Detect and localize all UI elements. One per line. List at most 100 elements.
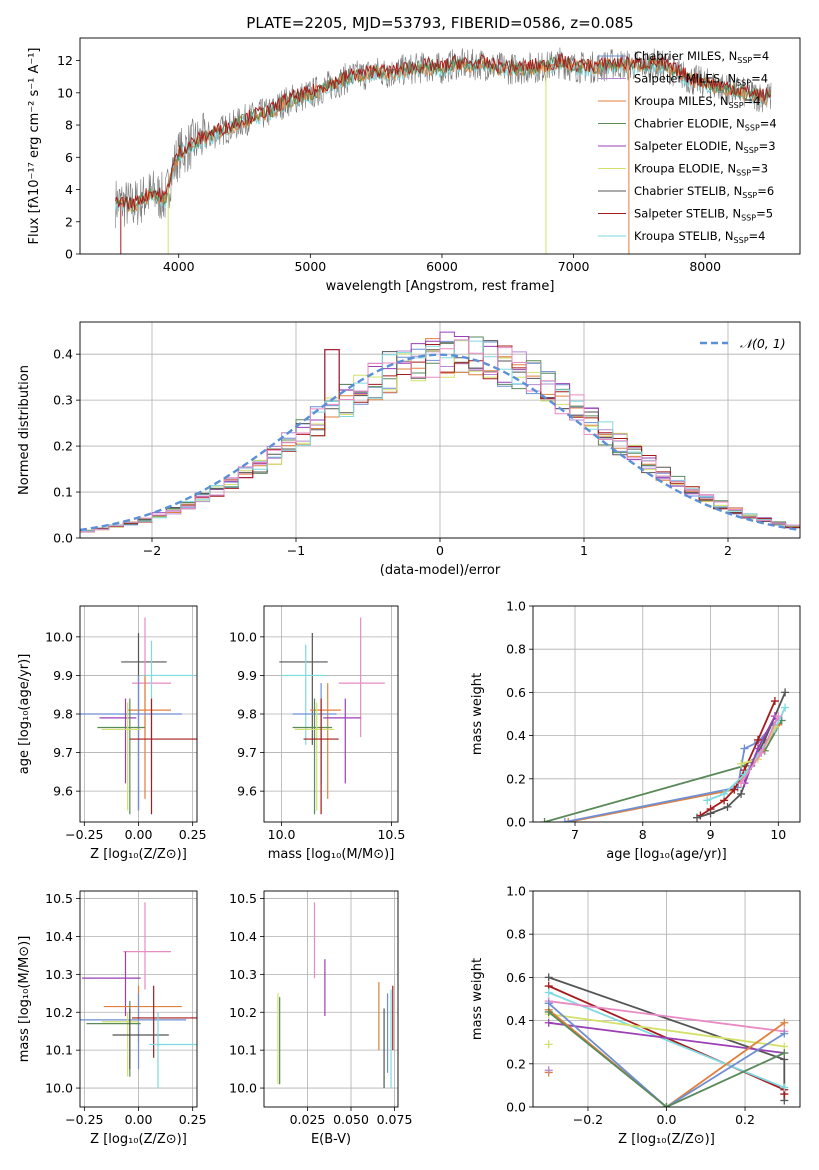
panel-spectrum: 4000 5000 6000 7000 8000 0 2 4 6 8 10 12 wavelength … [27,37,801,294]
plot-area [80,617,197,815]
marker [544,1066,553,1075]
x-tick-label: 0.00 [125,827,153,842]
marker [781,703,790,712]
y-tick-label: 10.3 [45,967,73,982]
marker [781,688,790,697]
y-axis-label: mass weight [470,958,485,1040]
series-chabrier_elodie [548,1011,785,1107]
y-tick-label: 0.8 [506,642,526,657]
grid [264,606,398,822]
marker [662,1103,671,1107]
series-salpeter_elodie [548,1021,785,1054]
marker [544,1040,553,1049]
x-tick-label: 7000 [558,259,590,274]
marker [723,802,732,811]
y-tick-label: 2 [65,214,73,229]
legend-label: Salpeter MILES, NSSP=4 [634,72,768,88]
x-tick-label: −0.2 [573,1112,603,1127]
plots-layer: 4000 5000 6000 7000 8000024681012wavelength … [17,37,801,1147]
marker [737,779,746,788]
y-tick-label: 0.0 [53,531,73,546]
panel-mass_vs_z: −0.25 0.00 0.25 10.0 10.1 10.2 10.3 10.4 10.5 Z [… [17,890,207,1147]
spectrum-model-salpeter_stelib [115,52,771,210]
x-tick-label: 10 [770,827,786,842]
legend-label: Kroupa STELIB, NSSP=4 [634,229,765,245]
marker [780,1083,789,1092]
y-tick-label: 10.1 [45,1043,73,1058]
plot-area [544,973,789,1107]
marker [774,712,783,721]
x-axis-label: Z [log₁₀(Z/Z⊙)] [618,1132,715,1147]
axes-frame [263,890,399,1108]
y-axis-label: age [log₁₀(age/yr)] [17,654,32,775]
x-tick-label: 8 [639,827,647,842]
marker [544,1007,553,1016]
x-axis-label: (data-model)/error [380,563,501,578]
y-tick-label: 0.2 [506,771,526,786]
y-tick-label: 9.7 [53,745,73,760]
y-tick-label: 0.3 [53,393,73,408]
y-tick-label: 10.0 [45,629,73,644]
marker [780,1049,789,1057]
panel-age_vs_mass: 10.0 10.5 9.6 9.7 9.8 9.9 10.0 mass [log₁₀(M/M⊙… [229,605,405,862]
x-tick-label: −1 [287,543,305,558]
y-tick-label: 9.7 [237,745,257,760]
x-tick-label: 10.0 [268,827,296,842]
y-tick-label: 0.0 [506,815,526,830]
x-axis-label: E(B-V) [311,1132,351,1147]
x-tick-label: 2 [724,543,732,558]
plot-area [277,902,394,1089]
y-tick-label: 0.6 [506,970,526,985]
y-tick-label: 9.8 [237,707,257,722]
y-tick-label: 9.9 [53,668,73,683]
axes-frame [79,890,198,1108]
marker [544,1018,553,1027]
x-axis-label: age [log₁₀(age/yr)] [606,847,727,862]
plot-area [80,902,197,1089]
legend-label: Chabrier MILES, NSSP=4 [634,49,769,65]
y-tick-label: 9.6 [237,784,257,799]
y-tick-label: 12 [57,53,73,68]
y-tick-label: 0.6 [506,685,526,700]
x-axis-label: wavelength [Angstrom, rest frame] [326,279,555,294]
x-tick-label: 8000 [689,259,721,274]
x-tick-label: 5000 [294,259,326,274]
x-axis-label: mass [log₁₀(M/M⊙)] [268,847,395,862]
y-tick-label: 10 [57,85,73,100]
legend-label: 𝒩(0, 1) [740,336,786,351]
marker [544,999,553,1008]
spectrum-legend: Chabrier MILES, NSSP=4 Salpeter MILES, NS… [598,49,777,245]
x-tick-label: 0.050 [333,1112,369,1127]
plot-area [540,688,790,822]
legend-label: Chabrier STELIB, NSSP=6 [634,184,774,200]
x-tick-label: 0.2 [735,1112,755,1127]
axes-frame [79,321,801,539]
y-tick-label: 0.1 [53,485,73,500]
grid [264,891,398,1107]
y-tick-label: 9.8 [53,707,73,722]
marker [703,796,712,805]
y-tick-label: 10.5 [229,891,257,906]
histogram-pink [80,339,800,533]
x-tick-label: 0.25 [179,1112,207,1127]
y-tick-label: 0.4 [506,1013,526,1028]
y-axis-label: Normed distribution [17,365,32,495]
series-pink [548,1000,785,1033]
axes-frame [532,890,801,1108]
y-tick-label: 6 [65,150,73,165]
marker [757,748,766,757]
x-tick-label: −2 [143,543,161,558]
legend-label: Salpeter ELODIE, NSSP=3 [634,139,776,155]
x-tick-label: 0.075 [377,1112,413,1127]
y-tick-label: 1.0 [506,884,526,899]
y-tick-label: 10.0 [45,1081,73,1096]
marker [730,785,739,794]
legend-label: Chabrier ELODIE, NSSP=4 [634,117,777,133]
plot-area [80,331,800,533]
marker [737,759,746,768]
x-tick-label: 0.00 [125,1112,153,1127]
x-tick-label: 9 [707,827,715,842]
y-tick-label: 10.4 [229,929,257,944]
plot-area [115,47,772,254]
